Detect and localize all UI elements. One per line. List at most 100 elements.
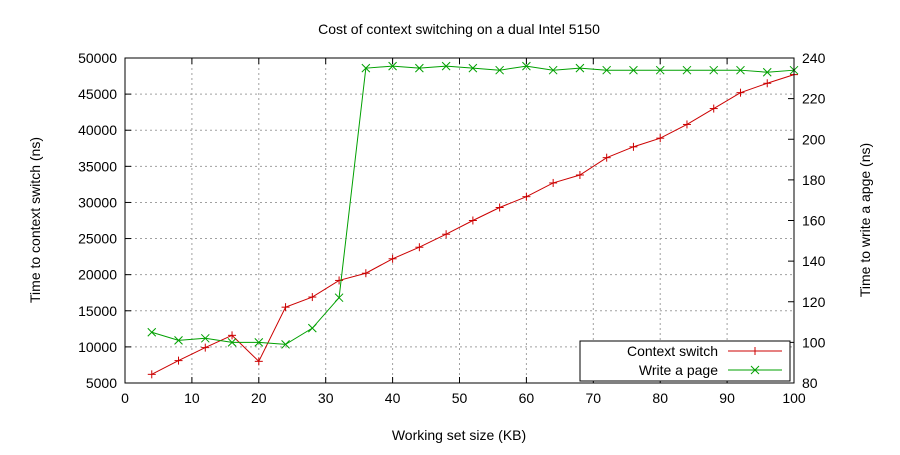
data-point-write-a-page-d2 (361, 63, 371, 73)
data-point-context-switch (147, 370, 156, 379)
data-point-write-a-page-d2 (468, 63, 478, 73)
grid-lines (125, 58, 794, 383)
y-left-tick-label: 15000 (78, 303, 117, 319)
y-left-tick-label: 10000 (78, 339, 117, 355)
data-point-write-a-page-d2 (334, 293, 344, 303)
y-right-tick-label: 240 (802, 50, 826, 66)
data-point-write-a-page-d2 (227, 338, 237, 347)
data-point-write-a-page (736, 65, 745, 75)
data-point-write-a-page-d2 (495, 65, 504, 75)
data-point-write-a-page-d2 (629, 65, 638, 75)
y-right-tick-label: 140 (802, 253, 826, 269)
data-point-write-a-page-d2 (602, 65, 612, 75)
data-point-write-a-page-d2 (709, 65, 719, 75)
y-left-tick-label: 30000 (78, 194, 117, 210)
x-tick-label: 70 (586, 390, 602, 406)
data-point-write-a-page-d2 (200, 333, 210, 343)
data-point-write-a-page-d2 (655, 65, 665, 75)
data-point-write-a-page-d2 (548, 65, 558, 75)
data-point-write-a-page-d2 (281, 340, 290, 349)
legend-marker-write-a-page-d2 (750, 365, 760, 375)
data-point-write-a-page (522, 61, 531, 71)
data-point-write-a-page (548, 65, 558, 75)
data-point-write-a-page-d2 (307, 323, 317, 333)
legend-label-write-a-page: Write a page (639, 362, 718, 378)
data-point-context-switch (361, 269, 370, 278)
data-point-context-switch (763, 79, 772, 88)
series-line-write-a-page (151, 65, 795, 345)
data-point-write-a-page (415, 63, 424, 73)
data-point-write-a-page (281, 340, 290, 349)
y-right-tick-label: 200 (802, 131, 826, 147)
x-tick-label: 10 (184, 390, 200, 406)
data-point-write-a-page-d2 (174, 335, 183, 345)
y-left-tick-label: 20000 (78, 267, 117, 283)
data-point-write-a-page-d2 (388, 61, 397, 71)
data-point-context-switch (201, 343, 210, 352)
data-point-write-a-page (709, 65, 719, 75)
data-point-context-switch (228, 331, 237, 340)
chart-title: Cost of context switching on a dual Inte… (318, 21, 600, 37)
data-point-context-switch (308, 293, 317, 302)
data-point-context-switch (495, 203, 504, 212)
data-point-write-a-page-d2 (682, 65, 692, 75)
data-point-write-a-page-d2 (736, 65, 745, 75)
data-point-context-switch (174, 356, 183, 365)
data-point-context-switch (682, 120, 691, 129)
y-axis-right-label: Time to write a apge (ns) (857, 143, 873, 297)
y-right-tick-label: 220 (802, 91, 826, 107)
data-point-write-a-page (334, 293, 344, 303)
y-left-tick-label: 35000 (78, 158, 117, 174)
x-tick-label: 90 (719, 390, 735, 406)
series-layer (147, 61, 799, 379)
x-axis-label: Working set size (KB) (392, 427, 526, 443)
data-point-context-switch (736, 88, 745, 97)
data-point-write-a-page-d2 (415, 63, 424, 73)
data-point-write-a-page (174, 335, 183, 345)
data-point-write-a-page (682, 65, 692, 75)
y-left-tick-label: 50000 (78, 50, 117, 66)
y-left-tick-label: 40000 (78, 122, 117, 138)
data-point-write-a-page-d2 (522, 61, 531, 71)
data-point-context-switch (629, 142, 638, 151)
y-right-tick-label: 100 (802, 334, 826, 350)
data-point-write-a-page (147, 327, 157, 337)
data-point-context-switch (442, 230, 451, 239)
data-point-write-a-page-d2 (147, 327, 157, 337)
data-point-write-a-page (254, 338, 264, 347)
legend-swatches (728, 347, 782, 375)
legend-marker-context-switch (751, 347, 759, 355)
legend: Context switch Write a page (579, 340, 791, 382)
legend-label-context-switch: Context switch (627, 343, 718, 359)
data-point-write-a-page (629, 65, 638, 75)
data-point-context-switch (602, 153, 611, 162)
x-tick-label: 50 (452, 390, 468, 406)
x-tick-label: 100 (782, 390, 806, 406)
data-point-context-switch (335, 276, 344, 285)
data-point-write-a-page (388, 61, 397, 71)
data-point-context-switch (254, 357, 263, 366)
y-right-tick-label: 160 (802, 213, 826, 229)
data-point-write-a-page (307, 323, 317, 333)
y-axis-left-label: Time to context switch (ns) (27, 137, 43, 303)
data-point-write-a-page-d2 (575, 63, 585, 73)
y-right-tick-label: 120 (802, 294, 826, 310)
data-point-context-switch (575, 171, 584, 179)
x-tick-label: 30 (318, 390, 334, 406)
y-right-tick-label: 180 (802, 172, 826, 188)
data-point-write-a-page (495, 65, 504, 75)
data-point-write-a-page (602, 65, 612, 75)
x-tick-label: 80 (652, 390, 668, 406)
y-left-tick-label: 5000 (86, 375, 117, 391)
data-point-context-switch (549, 178, 558, 187)
data-point-context-switch (468, 216, 477, 225)
x-tick-label: 40 (385, 390, 401, 406)
y-left-tick-label: 45000 (78, 86, 117, 102)
data-point-write-a-page (200, 333, 210, 343)
data-point-context-switch (709, 104, 718, 113)
data-point-write-a-page (468, 63, 478, 73)
data-point-write-a-page (227, 338, 237, 347)
data-point-context-switch (281, 303, 290, 312)
data-point-write-a-page (575, 63, 585, 73)
